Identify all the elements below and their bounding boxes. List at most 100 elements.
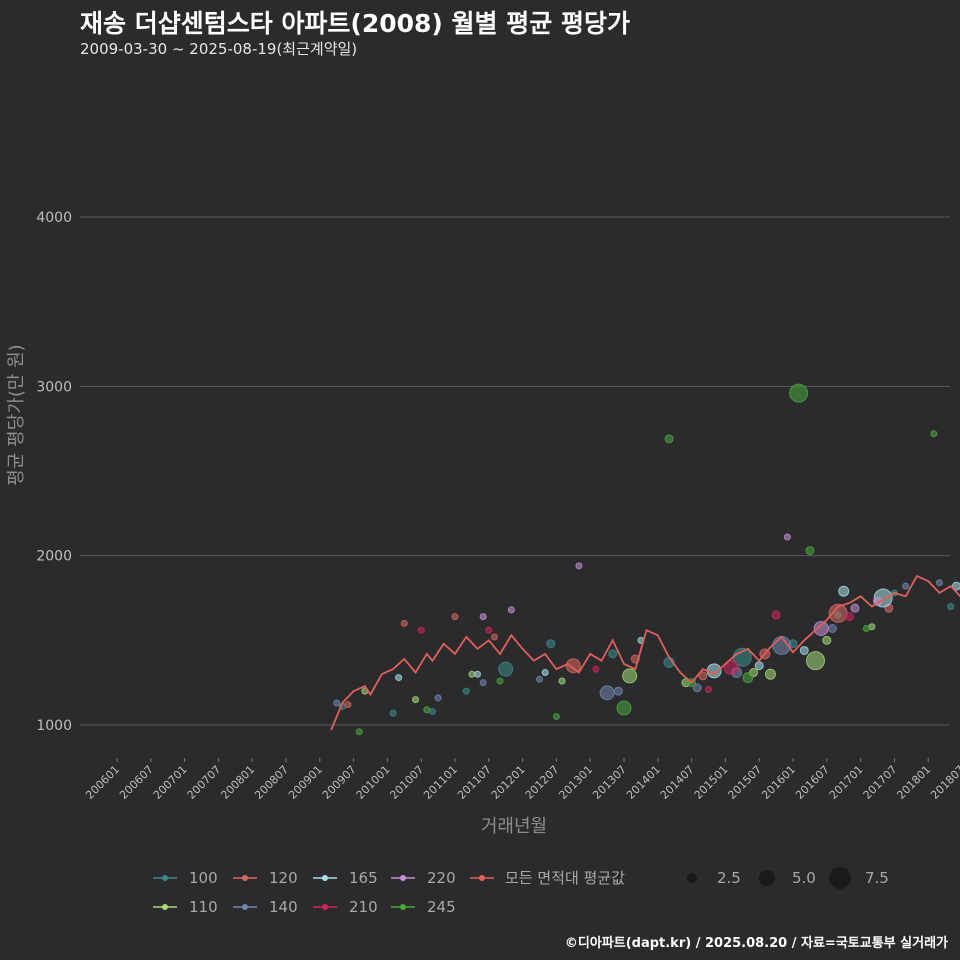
scatter-point-210 — [705, 685, 712, 693]
chart-title: 재송 더샵센텀스타 아파트(2008) 월별 평균 평당가 — [80, 9, 630, 38]
x-tick-label: 201701 — [827, 763, 866, 802]
x-tick-label: 201707 — [861, 763, 900, 802]
scatter-point-210 — [417, 626, 425, 634]
y-tick-label: 4000 — [36, 210, 72, 226]
scatter-point-245 — [664, 434, 674, 444]
x-tick-label: 201507 — [725, 763, 764, 802]
scatter-point-245 — [496, 677, 504, 685]
legend-marker-120 — [242, 875, 248, 881]
scatter-point-100 — [462, 687, 470, 695]
x-tick-label: 201207 — [523, 763, 562, 802]
scatter-point-245 — [742, 672, 754, 684]
legend-size-marker — [829, 867, 851, 889]
y-tick-label: 2000 — [36, 549, 72, 565]
legend-marker-110 — [162, 904, 168, 910]
scatter-point-120 — [451, 613, 459, 621]
legend-marker-avg — [479, 875, 485, 881]
y-tick-labels: 1000 2000 3000 4000 — [36, 210, 72, 734]
scatter-point-245 — [805, 546, 815, 556]
scatter-point-165 — [395, 674, 403, 682]
scatter-point-165 — [951, 581, 960, 591]
x-tick-label: 200801 — [218, 763, 257, 802]
scatter-point-100 — [428, 707, 436, 715]
scatter-point-140 — [613, 686, 623, 696]
scatter-point-100 — [947, 602, 955, 610]
scatter-point-110 — [468, 670, 476, 678]
x-tick-label: 200707 — [185, 763, 224, 802]
x-tick-label: 201501 — [692, 763, 731, 802]
scatter-point-165 — [838, 585, 850, 597]
scatter-point-210 — [485, 626, 493, 634]
scatter-point-140 — [692, 683, 702, 693]
legend-size-label: 5.0 — [792, 869, 816, 887]
legend-label-140: 140 — [269, 898, 298, 916]
x-tick-label: 200607 — [117, 763, 156, 802]
scatter-point-220 — [507, 606, 515, 614]
scatter-point-245 — [355, 728, 363, 736]
legend-label-165: 165 — [349, 869, 378, 887]
chart-subtitle: 2009-03-30 ~ 2025-08-19(최근계약일) — [80, 40, 358, 58]
scatter-point-220 — [850, 603, 860, 613]
scatter-point-140 — [902, 582, 910, 590]
source-caption: ©디아파트(dapt.kr) / 2025.08.20 / 자료=국토교통부 실… — [564, 936, 948, 951]
scatter-point-210 — [723, 659, 739, 675]
scatter-point-110 — [558, 677, 566, 685]
legend-marker-245 — [400, 904, 406, 910]
legend-size-label: 2.5 — [717, 869, 741, 887]
x-tick-label: 201101 — [421, 763, 460, 802]
legend-label-120: 120 — [269, 869, 298, 887]
x-tick-label: 201401 — [624, 763, 663, 802]
scatter-point-210 — [592, 665, 600, 673]
legend-size-marker — [759, 870, 775, 886]
legend-marker-100 — [162, 875, 168, 881]
scatter-point-120 — [400, 619, 408, 627]
x-tick-label: 200901 — [286, 763, 325, 802]
scatter-point-140 — [333, 699, 341, 707]
scatter-point-140 — [479, 679, 487, 687]
scatter-point-110 — [806, 651, 826, 671]
y-axis-label: 평균 평당가(만 원) — [6, 344, 27, 485]
scatter-point-110 — [822, 635, 832, 645]
scatter-point-110 — [412, 696, 420, 704]
legend-marker-140 — [242, 904, 248, 910]
scatter-point-110 — [764, 668, 776, 680]
legend-marker-165 — [322, 875, 328, 881]
scatter-point-100 — [389, 709, 397, 717]
scatter-point-245 — [930, 430, 938, 438]
scatter-point-100 — [608, 649, 618, 659]
scatter-point-245 — [789, 383, 809, 403]
y-tick-label: 3000 — [36, 379, 72, 395]
scatter-point-165 — [541, 669, 549, 677]
x-tick-label: 201601 — [759, 763, 798, 802]
scatter-point-140 — [599, 685, 615, 701]
legend-marker-210 — [322, 904, 328, 910]
scatter-point-140 — [434, 694, 442, 702]
scatter-point-100 — [546, 639, 556, 649]
scatter-point-120 — [565, 658, 581, 674]
scatter-point-140 — [935, 579, 943, 587]
x-tick-label: 200601 — [83, 763, 122, 802]
scatter-point-140 — [536, 675, 543, 683]
scatter-point-245 — [862, 624, 870, 632]
x-tick-label: 201001 — [354, 763, 393, 802]
x-tick-labels: 2006012006072007012007072008012008072009… — [83, 758, 960, 802]
y-tick-label: 1000 — [36, 718, 72, 734]
legend-label-100: 100 — [189, 869, 218, 887]
x-tick-label: 200907 — [320, 763, 359, 802]
legend: 100 120 165 220 110 140 210 245 모든 면적대 평균값 2.5 5.0… — [153, 867, 889, 916]
scatter-point-220 — [783, 533, 791, 541]
legend-size-label: 7.5 — [865, 869, 889, 887]
scatter-point-110 — [622, 668, 638, 684]
x-tick-label: 201301 — [556, 763, 595, 802]
grid-lines — [80, 216, 950, 726]
x-tick-label: 200807 — [252, 763, 291, 802]
scatter-point-165 — [799, 645, 809, 655]
x-tick-label: 201801 — [894, 763, 933, 802]
scatter-point-210 — [771, 610, 781, 620]
scatter-point-165 — [754, 661, 764, 671]
x-tick-label: 201607 — [793, 763, 832, 802]
scatter-point-120 — [698, 671, 708, 681]
scatter-point-210 — [844, 612, 854, 622]
scatter-point-100 — [498, 661, 514, 677]
